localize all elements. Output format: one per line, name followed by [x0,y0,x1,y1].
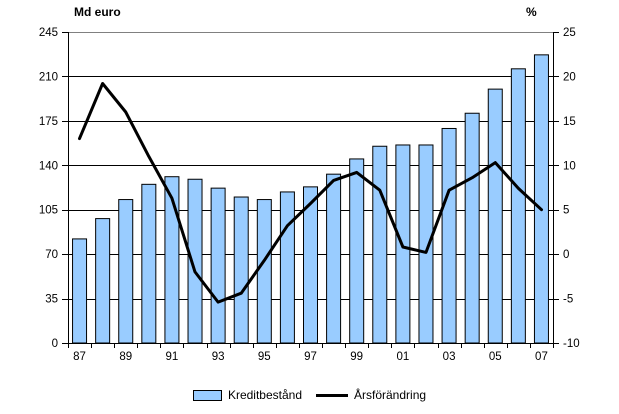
bar-1987 [72,238,88,344]
x-axis-label-1995: 95 [258,351,271,363]
left-axis-label-140: 140 [39,160,58,172]
legend-label-kreditbestand: Kreditbestånd [227,388,302,402]
x-axis-label-2005: 05 [489,351,502,363]
left-axis-title: Md euro [74,5,121,19]
bar-1993 [210,187,226,344]
bar-2003 [441,127,457,344]
right-axis-label--5: -5 [563,294,573,306]
x-axis-label-2007: 07 [535,351,548,363]
right-axis-label-15: 15 [563,116,576,128]
x-axis-label-1991: 91 [166,351,179,363]
bar-2002 [418,144,434,344]
right-axis-title: % [526,5,537,19]
bar-2005 [487,88,503,344]
right-axis-label-0: 0 [563,249,569,261]
x-axis-label-1999: 99 [350,351,363,363]
left-axis-label-175: 175 [39,116,58,128]
bar-1988 [95,218,111,344]
left-axis-label-0: 0 [52,338,58,350]
x-axis-label-2003: 03 [443,351,456,363]
bar-1990 [141,183,157,344]
trend-line [78,82,543,304]
left-axis-label-245: 245 [39,27,58,39]
right-axis-label-20: 20 [563,71,576,83]
bar-1996 [279,191,295,344]
legend-label-arsforandring: Årsförändring [354,388,427,402]
bar-1999 [349,158,365,344]
x-axis-label-1993: 93 [212,351,225,363]
x-axis-label-1987: 87 [73,351,86,363]
right-axis-label-10: 10 [563,160,576,172]
legend-bar-swatch [192,389,222,401]
bar-1994 [233,196,249,344]
right-axis-label-5: 5 [563,205,569,217]
left-axis-label-70: 70 [45,249,58,261]
bar-1995 [256,199,272,344]
left-axis-label-35: 35 [45,294,58,306]
legend-line-swatch [316,393,348,397]
bar-1998 [326,173,342,344]
x-axis-label-2001: 01 [396,351,409,363]
x-axis-label-1997: 97 [304,351,317,363]
right-axis-label--10: -10 [563,338,580,350]
right-axis-label-25: 25 [563,27,576,39]
bar-2007 [533,54,549,344]
left-axis-label-210: 210 [39,71,58,83]
left-axis-label-105: 105 [39,205,58,217]
bar-2006 [510,68,526,344]
bar-1989 [118,199,134,344]
legend: Kreditbestånd Årsförändring [0,386,619,404]
x-axis-label-1989: 89 [119,351,132,363]
bar-2004 [464,112,480,344]
bar-2000 [372,145,388,344]
